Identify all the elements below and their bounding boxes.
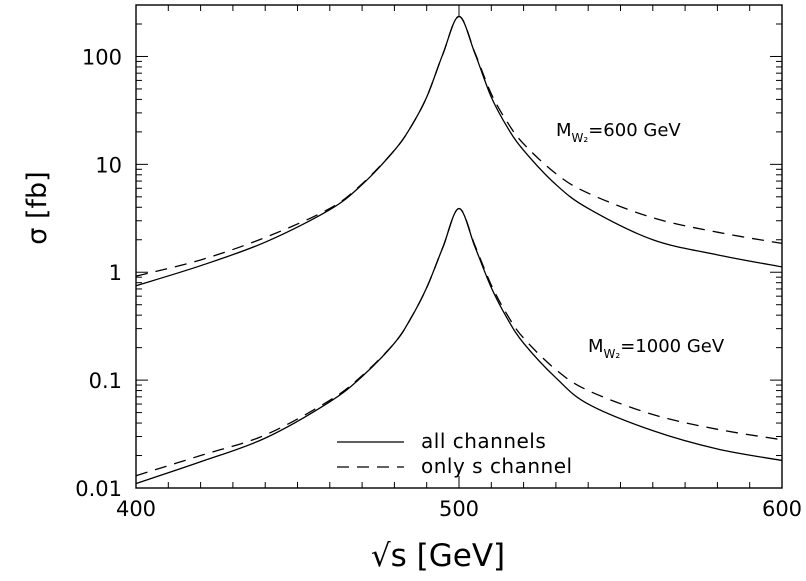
annotation-1000-main: M xyxy=(588,336,604,357)
annotation-600: MW₂=600 GeV xyxy=(556,120,681,145)
annotation-1000-sub: W₂ xyxy=(604,347,621,361)
legend-label-only-s-channel: only s channel xyxy=(421,454,573,478)
series-line-3-dashed xyxy=(135,207,783,477)
x-tick-label: 500 xyxy=(439,497,479,521)
x-tick-label: 600 xyxy=(762,497,802,521)
annotation-600-main: M xyxy=(556,120,572,141)
annotation-600-suffix: =600 GeV xyxy=(588,120,681,141)
x-axis-title: √s [GeV] xyxy=(371,538,505,574)
y-tick-label: 10 xyxy=(95,153,122,177)
y-tick-label: 0.01 xyxy=(75,477,122,501)
annotation-1000: MW₂=1000 GeV xyxy=(588,336,725,361)
legend-label-all-channels: all channels xyxy=(421,429,546,453)
series-line-0-solid xyxy=(135,15,783,287)
ticks-layer xyxy=(135,4,783,489)
y-tick-label: 1 xyxy=(109,261,122,285)
y-tick-label: 100 xyxy=(82,45,122,69)
annotation-600-sub: W₂ xyxy=(572,131,589,145)
x-tick-label: 400 xyxy=(116,497,156,521)
legend: all channels only s channel xyxy=(337,429,573,478)
series-line-1-dashed xyxy=(135,15,783,277)
y-tick-label: 0.1 xyxy=(89,369,122,393)
plot-frame xyxy=(135,4,783,489)
y-axis-title: σ [fb] xyxy=(22,171,53,244)
annotation-1000-suffix: =1000 GeV xyxy=(620,336,725,357)
tick-labels-layer: 400 500 600 0.01 0.1 1 10 100 xyxy=(75,45,802,521)
curves-layer xyxy=(135,15,783,485)
